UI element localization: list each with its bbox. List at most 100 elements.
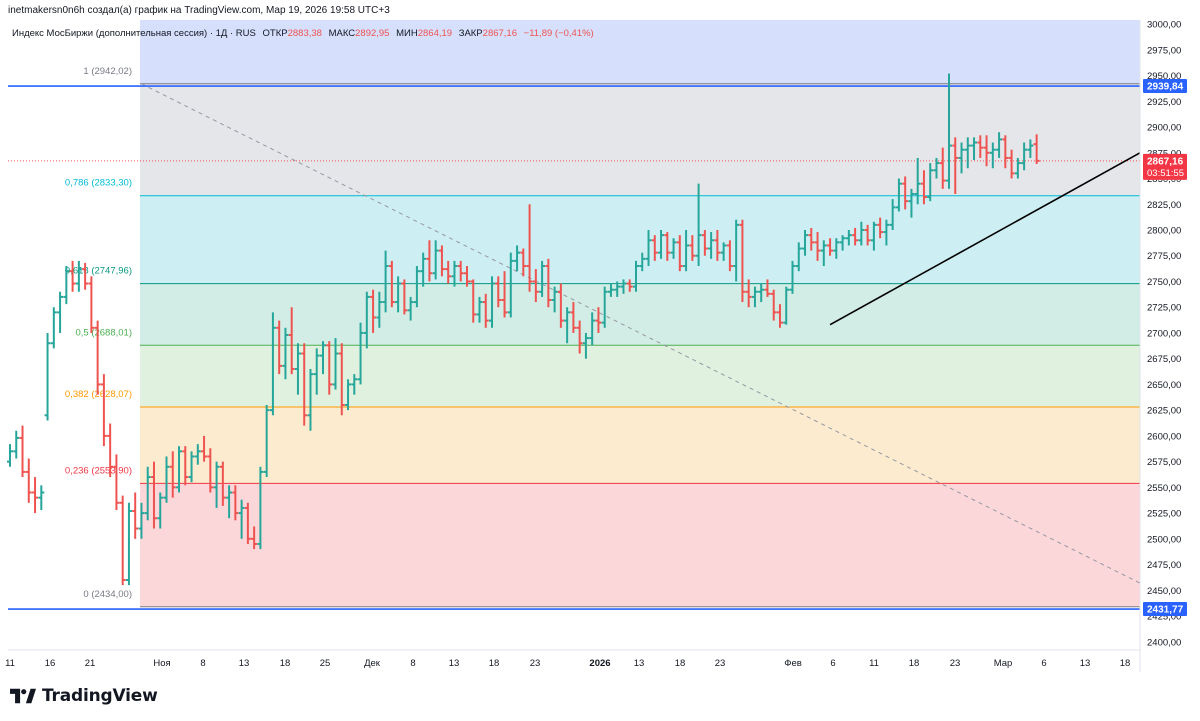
ohlc-bar — [895, 178, 902, 212]
ohlc-bar — [451, 260, 458, 287]
ohlc-bar — [207, 448, 214, 493]
ohlc-bar — [326, 341, 333, 395]
ohlc-bar — [808, 227, 815, 251]
ohlc-bar — [338, 343, 345, 416]
x-tick-label: 18 — [909, 658, 920, 669]
ohlc-bar — [495, 276, 502, 308]
fib-zone-0-236 — [140, 483, 1140, 607]
y-tick-label: 2650,00 — [1147, 380, 1181, 391]
ohlc-bar — [357, 322, 364, 385]
ohlc-bar — [301, 343, 308, 426]
horizontal-levels[interactable] — [8, 85, 1140, 610]
y-tick-label: 2675,00 — [1147, 354, 1181, 365]
ohlc-bar — [244, 502, 251, 544]
y-tick-label: 2500,00 — [1147, 534, 1181, 545]
ohlc-bar — [670, 238, 677, 259]
dashed-projection-line[interactable] — [141, 83, 1141, 584]
fib-zone-0-382 — [140, 406, 1140, 484]
ohlc-bar — [163, 456, 170, 503]
x-tick-label: Мар — [994, 658, 1013, 669]
legend-open-label: ОТКР — [263, 28, 288, 39]
x-tick-label: 18 — [489, 658, 500, 669]
ohlc-bar — [257, 466, 264, 550]
ohlc-bar — [445, 260, 452, 284]
ohlc-bar — [664, 232, 671, 261]
ohlc-bar — [589, 312, 596, 346]
ohlc-bar — [150, 461, 157, 529]
x-tick-label: 11 — [869, 658, 879, 669]
ohlc-bar — [983, 135, 990, 167]
ohlc-bar — [113, 454, 120, 510]
ohlc-bar — [582, 332, 589, 359]
ohlc-bar — [845, 230, 852, 246]
tradingview-brand[interactable]: TradingView — [10, 686, 158, 706]
y-tick-label: 2450,00 — [1147, 586, 1181, 597]
ohlc-bar — [776, 304, 783, 328]
y-tick-label: 2625,00 — [1147, 406, 1181, 417]
fib-label-0: 0 (2434,00) — [83, 589, 132, 600]
x-tick-label: 13 — [634, 658, 645, 669]
x-tick-label: 21 — [85, 658, 96, 669]
ohlc-bar — [914, 157, 921, 205]
ohlc-bar — [601, 286, 608, 328]
fib-label-0-236: 0,236 (2553,90) — [65, 465, 132, 476]
y-tick-label: 2575,00 — [1147, 457, 1181, 468]
ohlc-bar — [939, 147, 946, 189]
ohlc-bar — [401, 279, 408, 315]
ohlc-bar — [370, 289, 377, 333]
ohlc-bar — [1033, 134, 1040, 164]
ohlc-bar — [25, 458, 32, 503]
time-axis[interactable]: 11 16 21 Ноя 8 13 18 25 Дек 8 13 18 23 2026 13 18 23 Фев 6… — [5, 658, 1130, 669]
current-price-tag: 2867,16 03:51:55 — [1143, 153, 1187, 180]
fibonacci-retracement[interactable] — [140, 20, 1140, 608]
svg-text:2939,84: 2939,84 — [1147, 82, 1184, 93]
legend-high-label: МАКС — [329, 28, 356, 39]
tradingview-logo-icon — [10, 688, 36, 704]
ohlc-bar — [432, 240, 439, 280]
countdown: 03:51:55 — [1147, 168, 1184, 179]
support-trend-line[interactable] — [829, 152, 1141, 326]
ohlc-bar — [1021, 142, 1028, 171]
x-tick-label: 18 — [1120, 658, 1131, 669]
ohlc-bar — [733, 219, 740, 282]
ohlc-bar — [651, 235, 658, 261]
y-tick-label: 2425,00 — [1147, 612, 1181, 623]
ohlc-bar — [708, 232, 715, 259]
ohlc-bar — [426, 240, 433, 282]
y-tick-label: 2475,00 — [1147, 560, 1181, 571]
ohlc-bar — [276, 320, 283, 375]
ohlc-bar — [213, 461, 220, 508]
x-tick-label: 13 — [449, 658, 460, 669]
ohlc-bar — [1014, 157, 1021, 179]
ohlc-bar — [100, 374, 107, 447]
ohlc-bar — [977, 135, 984, 158]
ohlc-bar — [463, 266, 470, 287]
ohlc-bar — [626, 279, 633, 292]
ohlc-bar — [376, 291, 383, 328]
x-tick-label: 23 — [530, 658, 541, 669]
trend-line[interactable] — [829, 152, 1141, 326]
ohlc-bar — [482, 293, 489, 328]
legend-low-label: МИН — [396, 28, 418, 39]
fib-zone-0-786 — [140, 195, 1140, 284]
projection-line[interactable] — [141, 83, 1141, 584]
ohlc-bar — [176, 446, 183, 493]
ohlc-bar — [194, 444, 201, 465]
ohlc-bar — [457, 260, 464, 282]
ohlc-bar — [745, 279, 752, 308]
ohlc-bar — [144, 466, 151, 521]
fib-label-0-618: 0,618 (2747,96) — [65, 266, 132, 277]
ohlc-bar — [633, 260, 639, 292]
ohlc-bar — [395, 276, 402, 313]
ohlc-bar — [407, 296, 414, 321]
y-tick-label: 3000,00 — [1147, 20, 1181, 31]
ohlc-bar — [182, 446, 189, 486]
y-tick-label: 2900,00 — [1147, 123, 1181, 134]
ohlc-bar — [363, 291, 370, 349]
y-tick-label: 2750,00 — [1147, 277, 1181, 288]
ohlc-bar — [57, 291, 64, 333]
ohlc-bar — [169, 451, 176, 498]
attribution: inetmakersn0n6h создал(а) график на Trad… — [8, 5, 390, 16]
price-axis[interactable]: 3000,00 2975,00 2950,00 2925,00 2900,00 2875,… — [1147, 20, 1181, 649]
